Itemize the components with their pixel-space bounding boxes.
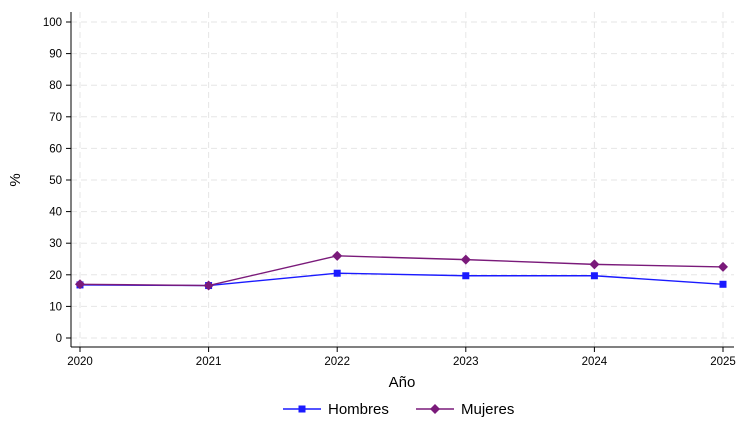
y-tick-label-90: 90 — [49, 49, 62, 61]
y-axis: 0 10 20 30 40 50 60 70 80 90 100 — [43, 12, 72, 347]
y-tick-label-40: 40 — [49, 207, 62, 219]
x-tick-label-2021: 2021 — [196, 356, 222, 368]
point-mujeres-2022 — [332, 250, 343, 261]
series-group — [75, 250, 728, 291]
x-tick-label-2023: 2023 — [453, 356, 479, 368]
point-mujeres-2025 — [718, 261, 728, 272]
point-hombres-2024 — [590, 272, 598, 280]
point-mujeres-2020 — [75, 279, 85, 290]
y-tick-label-100: 100 — [43, 17, 62, 29]
x-tick-label-2025: 2025 — [710, 356, 736, 368]
x-axis: 2020 2021 2022 2023 2024 2025 — [67, 346, 736, 368]
legend-marker-mujeres — [430, 404, 440, 414]
point-mujeres-2021 — [203, 280, 214, 291]
point-mujeres-2023 — [460, 254, 471, 265]
y-tick-label-80: 80 — [49, 80, 62, 92]
x-tick-label-2024: 2024 — [582, 356, 608, 368]
legend-label-hombres: Hombres — [328, 401, 389, 418]
y-tick-label-0: 0 — [56, 333, 62, 345]
y-tick-label-30: 30 — [49, 238, 62, 250]
series-line-mujeres — [79, 255, 724, 287]
x-tick-label-2022: 2022 — [324, 356, 350, 368]
legend-marker-hombres — [298, 405, 306, 413]
y-axis-title: % — [7, 173, 24, 186]
x-axis-title: Año — [389, 374, 416, 391]
point-hombres-2023 — [462, 272, 470, 280]
x-tick-label-2020: 2020 — [67, 356, 93, 368]
point-mujeres-2024 — [589, 259, 600, 270]
y-tick-label-70: 70 — [49, 112, 62, 124]
legend-label-mujeres: Mujeres — [461, 401, 514, 418]
y-tick-label-50: 50 — [49, 175, 62, 187]
legend: Hombres Mujeres — [283, 401, 514, 418]
point-hombres-2025 — [719, 280, 727, 288]
y-tick-label-60: 60 — [49, 143, 62, 155]
point-hombres-2022 — [333, 269, 341, 277]
y-tick-label-10: 10 — [49, 301, 62, 313]
y-tick-label-20: 20 — [49, 270, 62, 282]
